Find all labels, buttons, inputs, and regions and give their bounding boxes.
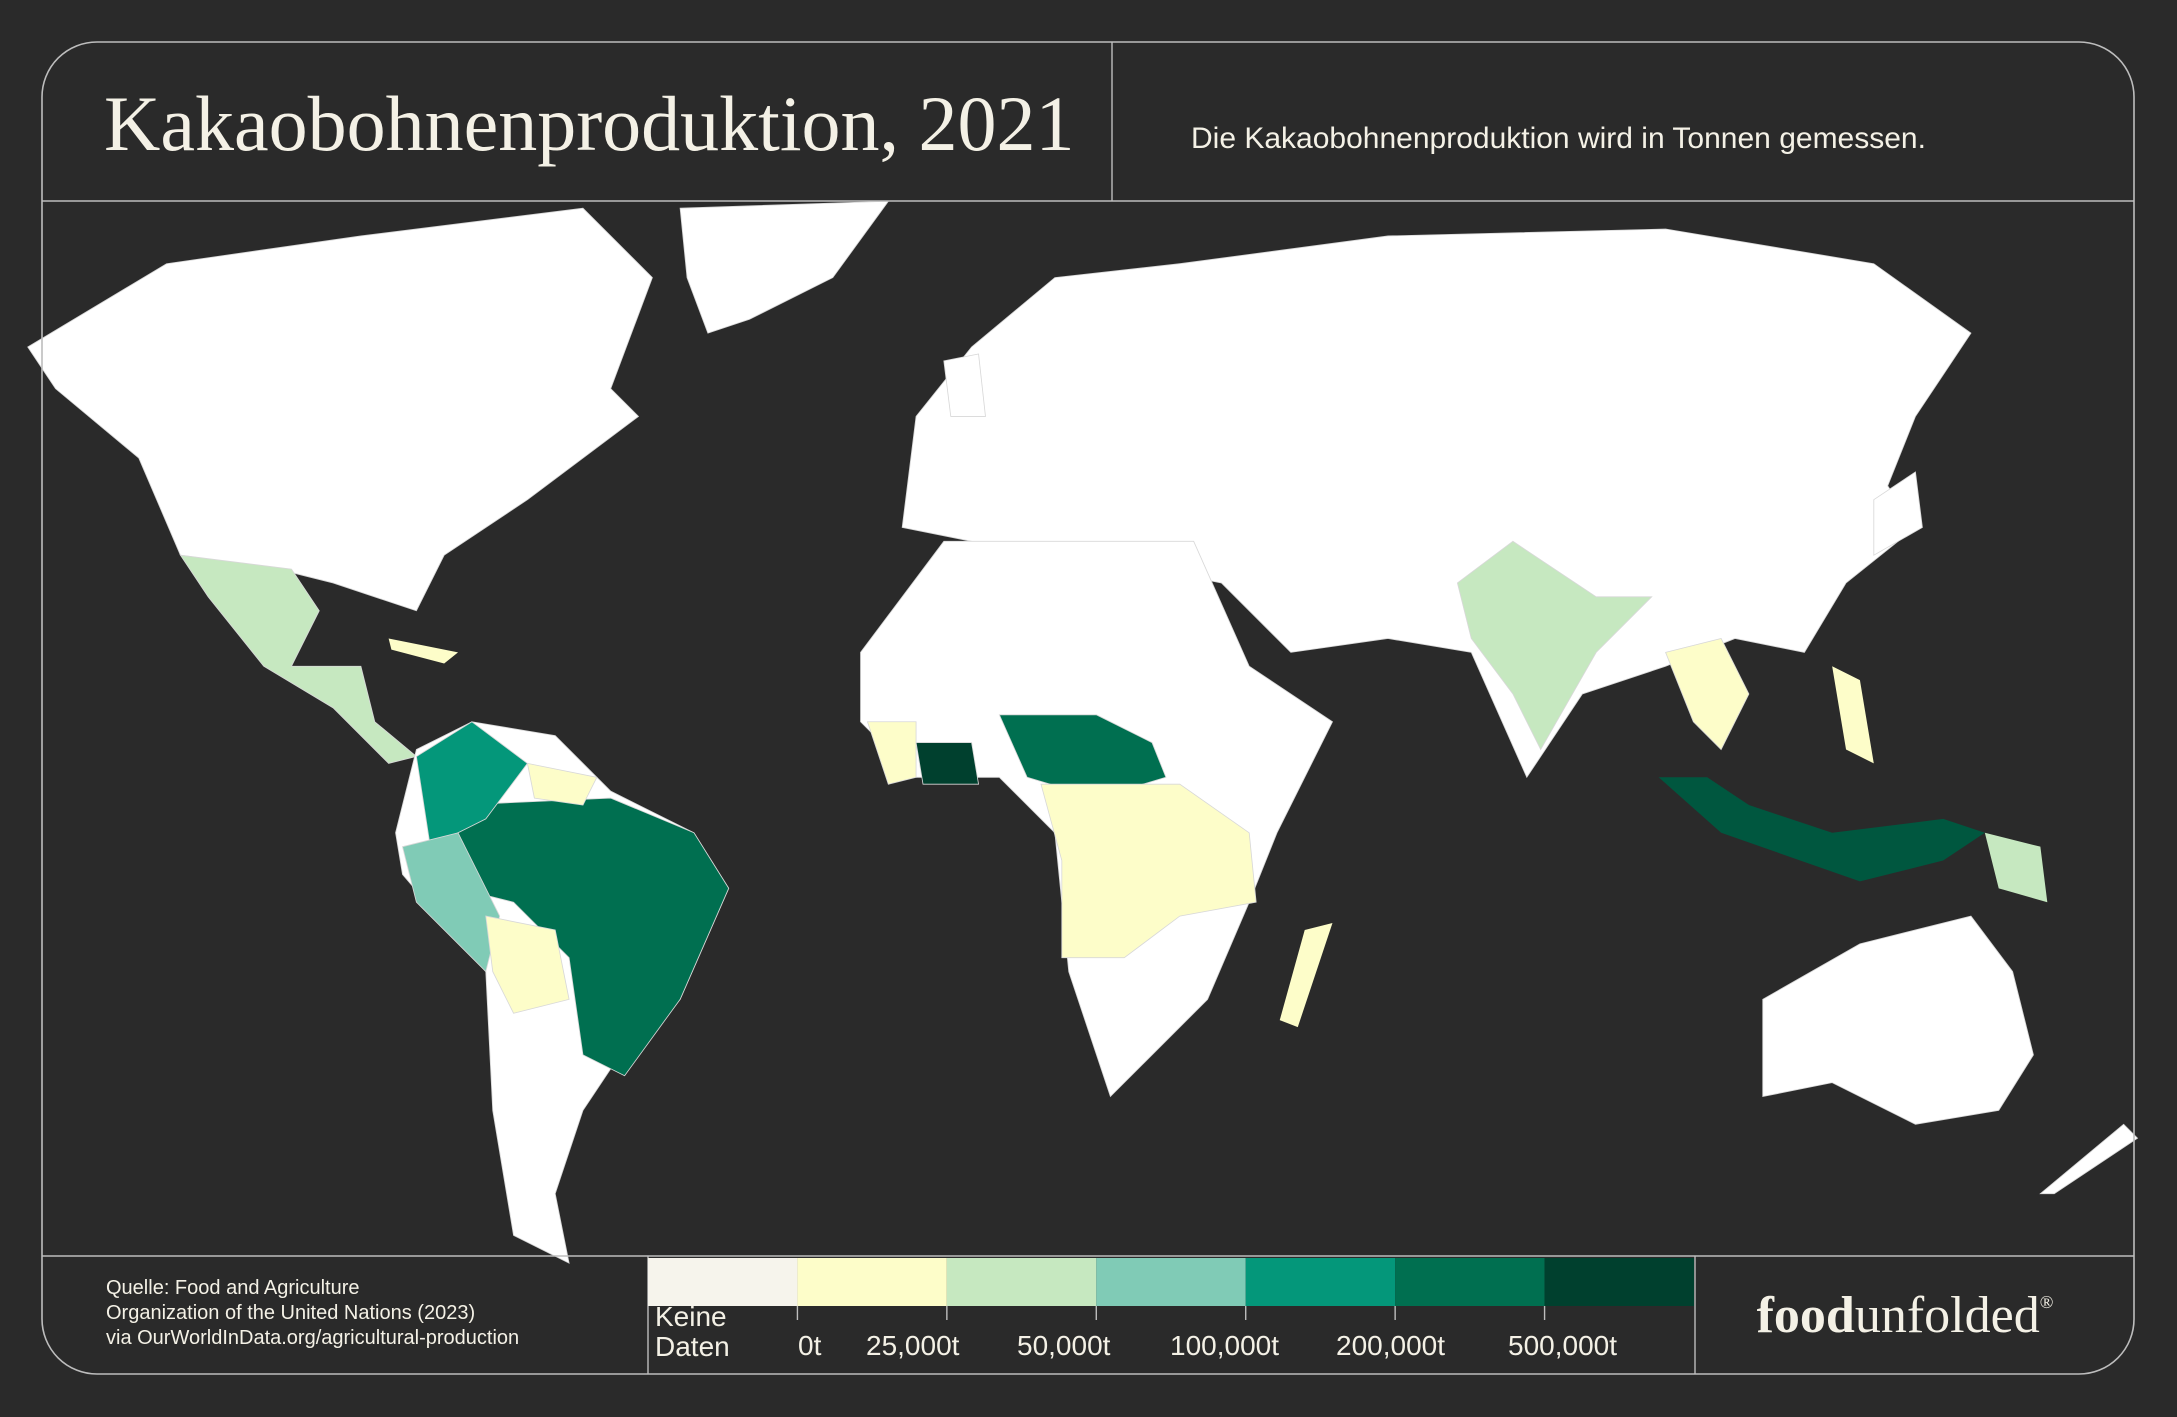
australia bbox=[1762, 915, 2034, 1125]
legend-swatch bbox=[946, 1258, 1097, 1306]
uk bbox=[943, 353, 986, 417]
caribbean bbox=[388, 638, 459, 664]
ivory-coast bbox=[915, 742, 980, 785]
colombia-venezuela bbox=[415, 721, 529, 848]
legend-label: 0t bbox=[798, 1330, 822, 1361]
legend-swatch bbox=[1544, 1258, 1694, 1306]
legend-swatch bbox=[648, 1258, 798, 1306]
legend-swatch bbox=[797, 1258, 947, 1306]
north-america bbox=[27, 207, 653, 612]
west-africa bbox=[866, 721, 917, 785]
subtitle: Die Kakaobohnenproduktion wird in Tonnen… bbox=[1191, 122, 1926, 155]
eurasia bbox=[901, 228, 1972, 779]
legend-label-line: Daten bbox=[655, 1331, 730, 1362]
madagascar bbox=[1279, 923, 1333, 1028]
bolivia bbox=[485, 915, 570, 1014]
new-zealand bbox=[2039, 1123, 2139, 1195]
legend-swatch bbox=[1096, 1258, 1246, 1306]
legend-swatch bbox=[1395, 1258, 1545, 1306]
indonesia bbox=[1658, 777, 1985, 882]
philippines bbox=[1832, 666, 1874, 764]
frame bbox=[41, 41, 2135, 1375]
central-africa bbox=[1040, 783, 1257, 959]
world-map bbox=[27, 200, 2139, 1264]
guianas bbox=[526, 762, 598, 806]
logo-regular: unfolded bbox=[1855, 1287, 2040, 1344]
legend-label: 25,000t bbox=[866, 1330, 960, 1361]
legend-label-line: Keine bbox=[655, 1301, 727, 1332]
legend: Keine Daten 0t 25,000t 50,000t 100,000t 200,00… bbox=[648, 1258, 1694, 1362]
legend-label: 500,000t bbox=[1508, 1330, 1617, 1361]
logo: foodunfolded® bbox=[1757, 1287, 2054, 1344]
legend-swatch bbox=[1245, 1258, 1396, 1306]
southeast-asia bbox=[1665, 637, 1750, 751]
brazil bbox=[457, 797, 730, 1077]
logo-bold: food bbox=[1757, 1287, 1855, 1344]
india bbox=[1456, 540, 1653, 751]
source-line: Quelle: Food and Agriculture bbox=[106, 1277, 360, 1299]
legend-label: 100,000t bbox=[1170, 1330, 1279, 1361]
japan bbox=[1873, 471, 1923, 556]
title: Kakaobohnenproduktion, 2021 bbox=[104, 80, 1075, 167]
legend-label: 50,000t bbox=[1017, 1330, 1111, 1361]
mexico bbox=[179, 554, 418, 764]
source-line: via OurWorldInData.org/agricultural-prod… bbox=[106, 1327, 519, 1349]
source-line: Organization of the United Nations (2023… bbox=[106, 1302, 475, 1324]
legend-label: Keine Daten bbox=[655, 1301, 730, 1362]
legend-label: 200,000t bbox=[1336, 1330, 1445, 1361]
logo-mark: ® bbox=[2040, 1292, 2054, 1312]
papua-new-guinea bbox=[1984, 832, 2048, 903]
nigeria-cameroon bbox=[998, 714, 1167, 799]
